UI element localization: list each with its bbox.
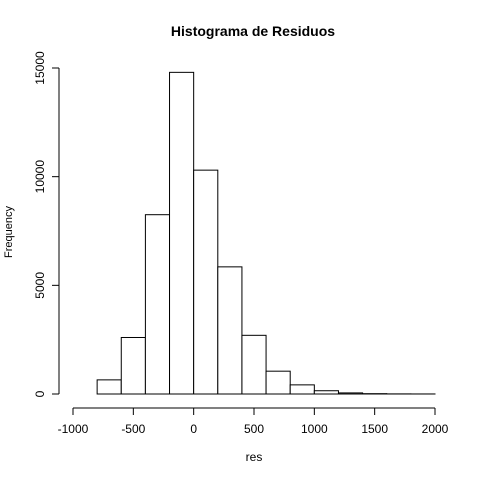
x-tick-label-3: 500 — [244, 422, 264, 436]
y-axis: 0 5000 10000 15000 — [33, 51, 60, 397]
x-tick-label-6: 2000 — [422, 422, 449, 436]
histogram-bar-9 — [313, 390, 339, 395]
y-tick-label-0: 0 — [33, 390, 47, 397]
x-tick-label-5: 1500 — [361, 422, 388, 436]
x-tick-label-1: -500 — [121, 422, 145, 436]
y-tick-label-3: 15000 — [33, 51, 47, 85]
histogram-bar-0 — [96, 379, 122, 395]
y-axis-label: Frequency — [3, 206, 15, 258]
y-tick-label-2: 10000 — [33, 160, 47, 194]
x-axis-label: res — [246, 450, 263, 464]
histogram-bar-3 — [169, 71, 195, 395]
histogram-bar-6 — [241, 334, 267, 395]
x-tick-label-0: -1000 — [58, 422, 89, 436]
y-tick-label-1: 5000 — [33, 272, 47, 299]
x-tick-label-4: 1000 — [301, 422, 328, 436]
histogram-bars — [96, 71, 436, 395]
chart-title: Histograma de Residuos — [171, 23, 335, 39]
histogram-bar-8 — [289, 384, 315, 395]
x-tick-label-2: 0 — [190, 422, 197, 436]
histogram-bar-4 — [193, 169, 219, 395]
histogram-bar-10 — [337, 392, 364, 395]
histogram-bar-1 — [120, 336, 146, 395]
histogram-bar-7 — [265, 370, 291, 395]
histogram-bar-2 — [144, 214, 171, 395]
histogram-bar-5 — [217, 266, 243, 395]
x-axis: -1000 -500 0 500 1000 1500 2000 — [58, 407, 449, 436]
